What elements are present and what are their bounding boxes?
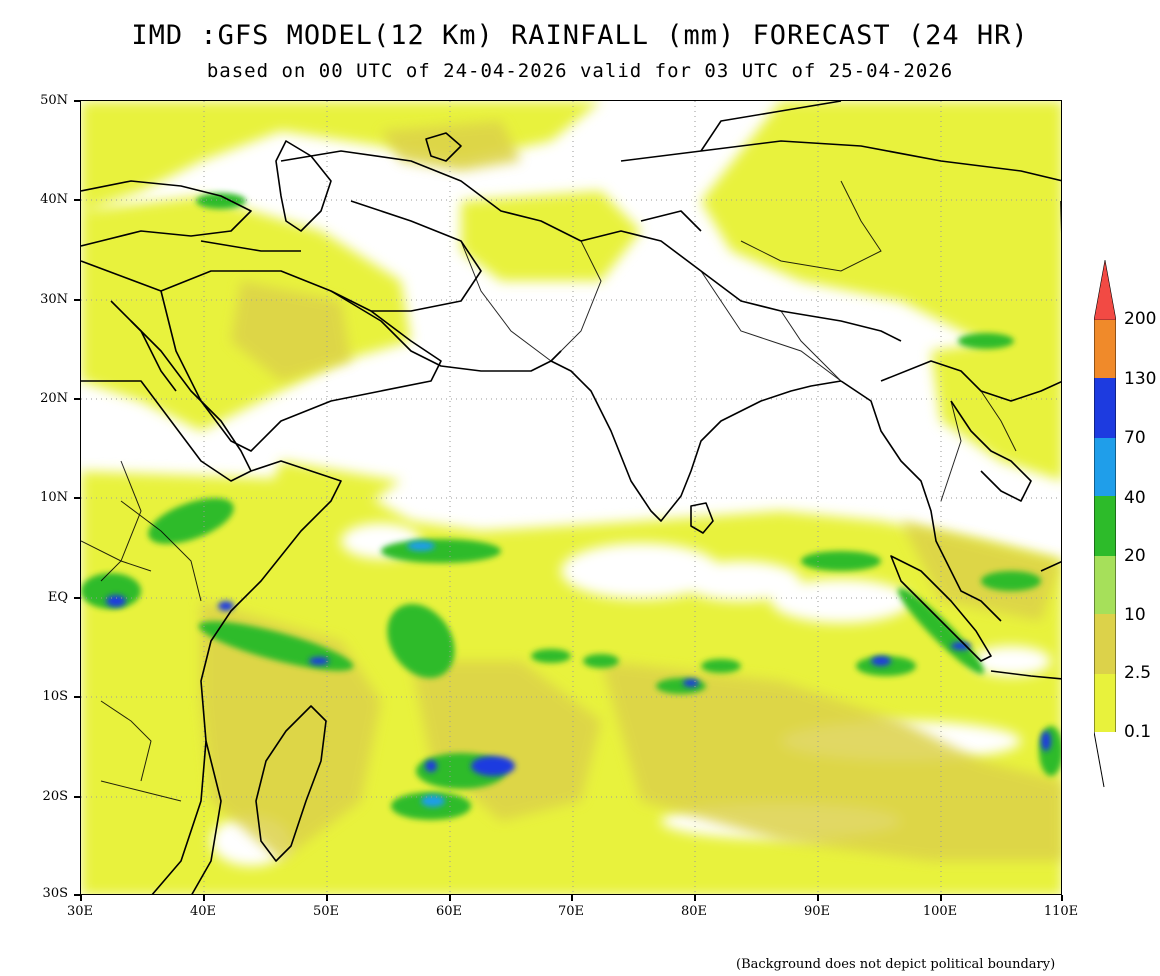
legend-swatch-130-200 bbox=[1094, 320, 1116, 378]
lat-label: 10S bbox=[42, 689, 68, 704]
lon-label: 70E bbox=[557, 904, 585, 919]
lat-label: EQ bbox=[47, 590, 68, 605]
graticule bbox=[81, 101, 1061, 894]
lon-label: 40E bbox=[189, 904, 217, 919]
lat-label: 50N bbox=[40, 93, 68, 108]
legend-swatch-above-200 bbox=[1094, 260, 1116, 321]
chart-title: IMD :GFS MODEL(12 Km) RAINFALL (mm) FORE… bbox=[131, 20, 1029, 51]
lon-tick bbox=[694, 895, 696, 901]
lat-tick bbox=[74, 100, 80, 102]
legend-tail bbox=[1094, 732, 1105, 788]
lat-tick bbox=[74, 497, 80, 499]
lat-tick bbox=[74, 696, 80, 698]
legend-label: 2.5 bbox=[1124, 663, 1152, 683]
legend-swatch-0.1-2.5 bbox=[1094, 674, 1116, 732]
coastlines bbox=[81, 101, 1061, 894]
rainfall-map bbox=[80, 100, 1062, 895]
lon-label: 110E bbox=[1043, 904, 1079, 919]
legend-label: 200 bbox=[1124, 309, 1157, 329]
lon-label: 100E bbox=[922, 904, 958, 919]
legend-swatch-20-40 bbox=[1094, 496, 1116, 556]
map-canvas bbox=[81, 101, 1061, 894]
borders bbox=[81, 180, 1017, 802]
lon-label: 80E bbox=[680, 904, 708, 919]
lon-tick bbox=[203, 895, 205, 901]
legend-label: 70 bbox=[1124, 428, 1146, 448]
legend-label: 10 bbox=[1124, 605, 1146, 625]
legend-label: 0.1 bbox=[1124, 722, 1152, 742]
legend-label: 20 bbox=[1124, 546, 1146, 566]
lat-tick bbox=[74, 894, 80, 896]
lat-tick bbox=[74, 796, 80, 798]
lon-tick bbox=[571, 895, 573, 901]
lon-label: 60E bbox=[435, 904, 463, 919]
lon-tick bbox=[80, 895, 82, 901]
legend-swatch-2.5-10 bbox=[1094, 614, 1116, 674]
legend-label: 40 bbox=[1124, 488, 1146, 508]
lon-tick bbox=[940, 895, 942, 901]
legend-swatch-40-70 bbox=[1094, 438, 1116, 496]
lat-tick bbox=[74, 299, 80, 301]
lon-tick bbox=[1061, 895, 1063, 901]
footnote: (Background does not depict political bo… bbox=[736, 957, 1056, 972]
lat-label: 30N bbox=[40, 292, 68, 307]
lon-label: 30E bbox=[66, 904, 94, 919]
lon-tick bbox=[449, 895, 451, 901]
lat-label: 40N bbox=[40, 192, 68, 207]
lon-tick bbox=[817, 895, 819, 901]
lat-tick bbox=[74, 199, 80, 201]
legend-swatch-10-20 bbox=[1094, 556, 1116, 614]
chart-subtitle: based on 00 UTC of 24-04-2026 valid for … bbox=[206, 60, 954, 82]
lon-tick bbox=[326, 895, 328, 901]
legend-label: 130 bbox=[1124, 369, 1157, 389]
lon-label: 50E bbox=[312, 904, 340, 919]
lat-label: 20N bbox=[40, 391, 68, 406]
lat-label: 10N bbox=[40, 490, 68, 505]
legend-swatch-70-130 bbox=[1094, 378, 1116, 438]
lat-tick bbox=[74, 597, 80, 599]
lat-tick bbox=[74, 398, 80, 400]
lat-label: 20S bbox=[42, 789, 68, 804]
lon-label: 90E bbox=[803, 904, 831, 919]
rainfall-legend bbox=[1094, 260, 1116, 732]
lat-label: 30S bbox=[42, 886, 68, 901]
